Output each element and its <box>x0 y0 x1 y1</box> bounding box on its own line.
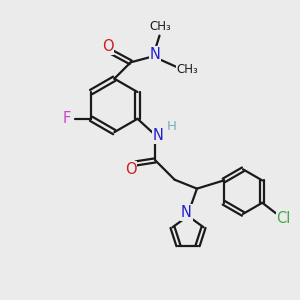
Text: O: O <box>102 39 114 54</box>
Text: CH₃: CH₃ <box>149 20 171 33</box>
Text: F: F <box>63 111 71 126</box>
Text: CH₃: CH₃ <box>177 63 198 76</box>
Text: N: N <box>153 128 164 143</box>
Text: O: O <box>125 162 136 177</box>
Text: N: N <box>181 205 192 220</box>
Text: Cl: Cl <box>277 211 291 226</box>
Text: H: H <box>167 120 177 133</box>
Text: N: N <box>149 47 160 62</box>
